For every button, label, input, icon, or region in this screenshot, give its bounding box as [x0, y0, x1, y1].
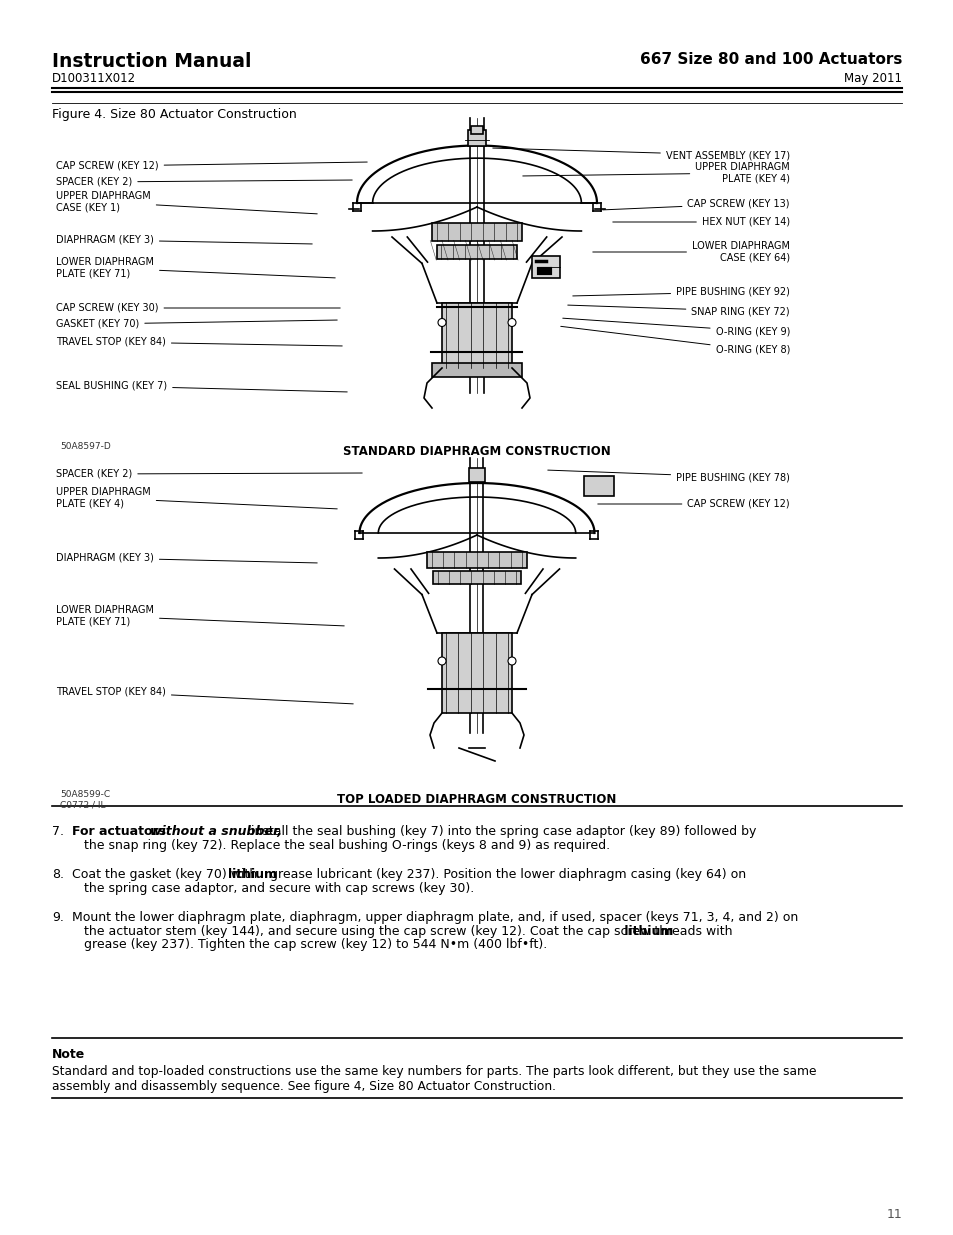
Text: O-RING (KEY 9): O-RING (KEY 9) — [562, 319, 789, 336]
Circle shape — [507, 657, 516, 664]
Text: TOP LOADED DIAPHRAGM CONSTRUCTION: TOP LOADED DIAPHRAGM CONSTRUCTION — [337, 793, 616, 806]
Text: For actuators: For actuators — [71, 825, 171, 839]
Text: 50A8599-C
C0772 / IL: 50A8599-C C0772 / IL — [60, 790, 110, 809]
Text: STANDARD DIAPHRAGM CONSTRUCTION: STANDARD DIAPHRAGM CONSTRUCTION — [343, 445, 610, 458]
Text: without a snubber,: without a snubber, — [150, 825, 282, 839]
Text: Instruction Manual: Instruction Manual — [52, 52, 252, 70]
Text: 11: 11 — [885, 1208, 901, 1221]
Text: PIPE BUSHING (KEY 92): PIPE BUSHING (KEY 92) — [572, 287, 789, 296]
Bar — [471, 126, 482, 135]
Text: HEX NUT (KEY 14): HEX NUT (KEY 14) — [612, 217, 789, 227]
Bar — [432, 224, 521, 241]
Text: D100311X012: D100311X012 — [52, 72, 136, 85]
Text: May 2011: May 2011 — [843, 72, 901, 85]
Text: CAP SCREW (KEY 12): CAP SCREW (KEY 12) — [598, 499, 789, 509]
Text: Coat the gasket (key 70) with: Coat the gasket (key 70) with — [71, 868, 261, 882]
Bar — [436, 245, 517, 259]
Text: lithium: lithium — [619, 925, 673, 937]
Bar — [468, 130, 485, 146]
Text: Mount the lower diaphragm plate, diaphragm, upper diaphragm plate, and, if used,: Mount the lower diaphragm plate, diaphra… — [71, 911, 798, 925]
Text: Standard and top-loaded constructions use the same key numbers for parts. The pa: Standard and top-loaded constructions us… — [52, 1065, 816, 1078]
Bar — [427, 552, 526, 568]
Circle shape — [507, 319, 516, 326]
Text: 667 Size 80 and 100 Actuators: 667 Size 80 and 100 Actuators — [639, 52, 901, 67]
Text: TRAVEL STOP (KEY 84): TRAVEL STOP (KEY 84) — [56, 337, 342, 347]
Bar — [584, 475, 614, 496]
Text: SEAL BUSHING (KEY 7): SEAL BUSHING (KEY 7) — [56, 382, 347, 391]
Text: UPPER DIAPHRAGM
PLATE (KEY 4): UPPER DIAPHRAGM PLATE (KEY 4) — [522, 162, 789, 184]
Text: SPACER (KEY 2): SPACER (KEY 2) — [56, 469, 362, 479]
Bar — [441, 634, 512, 713]
Text: 7.: 7. — [52, 825, 64, 839]
Text: LOWER DIAPHRAGM
PLATE (KEY 71): LOWER DIAPHRAGM PLATE (KEY 71) — [56, 257, 335, 279]
Bar — [433, 571, 520, 584]
Circle shape — [437, 657, 446, 664]
Text: grease (key 237). Tighten the cap screw (key 12) to 544 N•m (400 lbf•ft).: grease (key 237). Tighten the cap screw … — [84, 939, 547, 951]
Text: CAP SCREW (KEY 30): CAP SCREW (KEY 30) — [56, 303, 340, 312]
Text: VENT ASSEMBLY (KEY 17): VENT ASSEMBLY (KEY 17) — [493, 148, 789, 161]
Text: the actuator stem (key 144), and secure using the cap screw (key 12). Coat the c: the actuator stem (key 144), and secure … — [84, 925, 732, 937]
Bar — [532, 256, 559, 278]
Text: install the seal bushing (key 7) into the spring case adaptor (key 89) followed : install the seal bushing (key 7) into th… — [247, 825, 756, 839]
Text: DIAPHRAGM (KEY 3): DIAPHRAGM (KEY 3) — [56, 235, 312, 245]
Text: the snap ring (key 72). Replace the seal bushing O-rings (keys 8 and 9) as requi: the snap ring (key 72). Replace the seal… — [84, 839, 610, 851]
Text: UPPER DIAPHRAGM
CASE (KEY 1): UPPER DIAPHRAGM CASE (KEY 1) — [56, 191, 317, 214]
Text: 50A8597-D: 50A8597-D — [60, 442, 111, 451]
Text: CAP SCREW (KEY 12): CAP SCREW (KEY 12) — [56, 161, 367, 170]
Text: O-RING (KEY 8): O-RING (KEY 8) — [560, 326, 789, 354]
Text: UPPER DIAPHRAGM
PLATE (KEY 4): UPPER DIAPHRAGM PLATE (KEY 4) — [56, 487, 336, 509]
Text: SPACER (KEY 2): SPACER (KEY 2) — [56, 177, 352, 186]
Bar — [469, 468, 484, 482]
Text: TRAVEL STOP (KEY 84): TRAVEL STOP (KEY 84) — [56, 687, 353, 704]
Text: PIPE BUSHING (KEY 78): PIPE BUSHING (KEY 78) — [547, 471, 789, 482]
Text: 9.: 9. — [52, 911, 64, 925]
Text: DIAPHRAGM (KEY 3): DIAPHRAGM (KEY 3) — [56, 553, 317, 563]
Text: 8.: 8. — [52, 868, 64, 882]
Text: Figure 4. Size 80 Actuator Construction: Figure 4. Size 80 Actuator Construction — [52, 107, 296, 121]
Text: GASKET (KEY 70): GASKET (KEY 70) — [56, 319, 336, 329]
Bar — [441, 303, 512, 368]
Text: Note: Note — [52, 1049, 85, 1061]
Text: lithium: lithium — [228, 868, 276, 882]
Text: the spring case adaptor, and secure with cap screws (key 30).: the spring case adaptor, and secure with… — [84, 882, 474, 894]
Text: SNAP RING (KEY 72): SNAP RING (KEY 72) — [567, 305, 789, 316]
Text: grease lubricant (key 237). Position the lower diaphragm casing (key 64) on: grease lubricant (key 237). Position the… — [266, 868, 745, 882]
Text: LOWER DIAPHRAGM
CASE (KEY 64): LOWER DIAPHRAGM CASE (KEY 64) — [592, 241, 789, 263]
Text: LOWER DIAPHRAGM
PLATE (KEY 71): LOWER DIAPHRAGM PLATE (KEY 71) — [56, 605, 344, 627]
Bar — [432, 363, 521, 377]
Text: assembly and disassembly sequence. See figure 4, Size 80 Actuator Construction.: assembly and disassembly sequence. See f… — [52, 1079, 556, 1093]
Circle shape — [437, 319, 446, 326]
Text: CAP SCREW (KEY 13): CAP SCREW (KEY 13) — [602, 199, 789, 210]
